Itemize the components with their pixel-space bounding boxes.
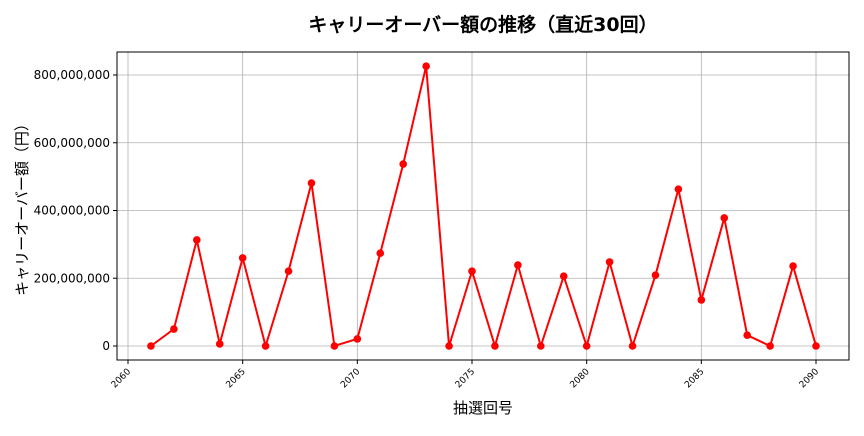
data-point [559,272,568,281]
data-point [605,258,614,266]
data-point [193,236,201,244]
data-point [720,214,729,222]
data-point [491,342,499,350]
data-point [284,267,293,275]
axis-ticks: 2060 2065 2070 2075 2080 2085 2090 0 200,000,000… [34,68,822,390]
y-tick-label: 200,000,000 [34,271,110,285]
y-tick-label: 400,000,000 [34,204,110,218]
data-point [445,342,453,350]
data-point [812,342,820,350]
data-point [422,62,430,70]
x-tick-label: 2085 [683,367,706,390]
chart-title: キャリーオーバー額の推移（直近30回） [308,13,657,36]
data-point [399,160,408,168]
y-tick-label: 800,000,000 [34,68,110,82]
data-point [514,261,522,269]
x-tick-label: 2070 [339,367,362,390]
data-point [743,331,751,339]
x-tick-label: 2060 [110,367,133,390]
data-point [238,254,247,262]
data-point [582,342,591,350]
data-point [376,249,385,257]
data-point [215,340,224,348]
x-tick-label: 2090 [798,367,821,390]
data-point [697,296,706,304]
y-axis-label: キャリーオーバー額（円） [13,116,31,296]
data-point [674,185,683,193]
x-axis-label: 抽選回号 [453,399,513,417]
series-line [147,62,820,350]
data-point [628,342,637,350]
data-point [147,342,155,350]
data-point [261,342,270,350]
data-point [651,271,660,280]
x-tick-label: 2080 [569,367,592,390]
data-point [537,342,545,350]
data-point [330,342,339,350]
x-tick-label: 2075 [454,367,477,390]
plot-frame [116,51,850,361]
series-line-path [150,65,817,350]
y-tick-label: 0 [102,339,110,353]
data-point [468,267,476,275]
data-point [353,335,362,343]
y-tick-label: 600,000,000 [34,136,110,150]
data-point [170,325,178,333]
x-tick-label: 2065 [225,367,248,390]
grid [117,52,849,360]
data-point [766,342,774,350]
data-point [307,179,316,187]
data-point [789,262,797,270]
